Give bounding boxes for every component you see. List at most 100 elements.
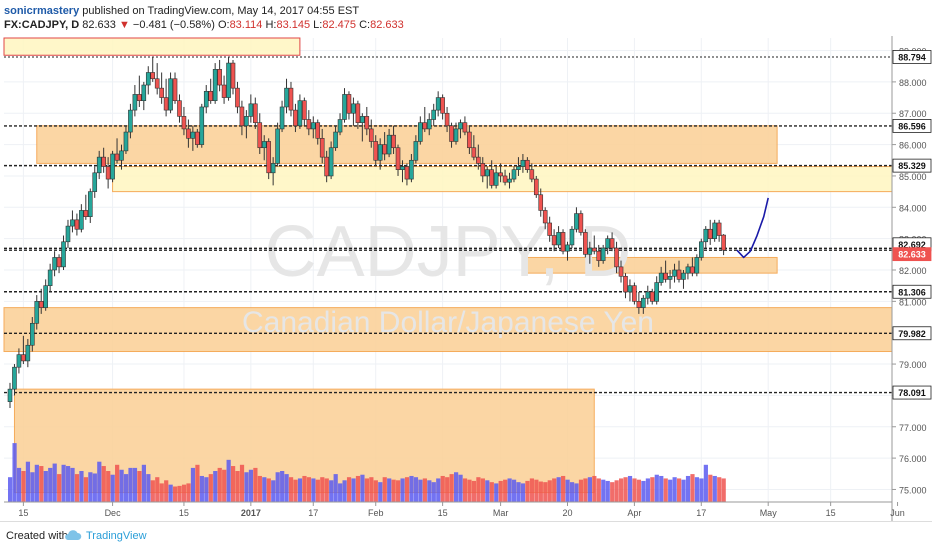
volume-bar: [485, 480, 490, 502]
price-label-text: 81.306: [898, 287, 926, 297]
candle-up: [400, 166, 405, 170]
candle-down: [623, 275, 628, 293]
candle-down: [444, 112, 450, 127]
price-tick-label: 76.000: [899, 454, 927, 464]
candle-down: [596, 250, 602, 261]
price-axis[interactable]: 75.00076.00077.00078.00079.00080.00081.0…: [891, 36, 932, 521]
volume-bar: [115, 464, 120, 502]
volume-bar: [373, 480, 378, 502]
price-chart[interactable]: CADJPY, D Canadian Dollar/Japanese Yen 7…: [0, 36, 932, 521]
candle-up: [658, 272, 664, 283]
candle-up: [645, 291, 651, 299]
candle-down: [480, 163, 486, 177]
tradingview-cloud-icon[interactable]: [64, 528, 82, 542]
volume-bar: [320, 477, 325, 502]
candle-up: [337, 119, 343, 133]
candle-down: [101, 156, 106, 167]
volume-bar: [699, 478, 704, 502]
candle-up: [123, 131, 129, 152]
volume-bar: [645, 478, 650, 502]
candle-up: [79, 210, 84, 230]
candle-down: [533, 178, 539, 196]
candle-down: [172, 78, 178, 102]
volume-bar: [708, 474, 713, 502]
price-label-text: 82.692: [898, 240, 926, 250]
time-axis[interactable]: 15Dec15201717Feb15Mar20Apr17May15Jun15: [4, 501, 932, 518]
candle-down: [649, 291, 655, 302]
candle-down: [382, 144, 387, 155]
candle-down: [74, 219, 80, 230]
volume-bar: [498, 480, 503, 502]
forecast-path: [736, 197, 769, 259]
volume-bar: [610, 482, 615, 502]
volume-bar: [543, 482, 548, 502]
candle-down: [560, 232, 566, 252]
volume-bar: [128, 467, 133, 502]
candle-down: [591, 247, 597, 252]
volume-bar: [141, 464, 146, 502]
candle-up: [569, 228, 575, 246]
candle-up: [654, 282, 660, 302]
candle-up: [574, 213, 579, 230]
created-with-label: Created with: [6, 530, 68, 542]
candle-down: [471, 147, 477, 158]
candle-down: [538, 194, 544, 211]
candle-up: [516, 166, 521, 170]
candle-down: [163, 97, 169, 111]
candle-up: [641, 297, 646, 308]
forecast-curve: [736, 197, 769, 259]
volume-bar: [534, 479, 539, 502]
volume-bar: [355, 475, 361, 502]
candle-up: [507, 178, 512, 183]
candle-down: [177, 100, 182, 117]
volume-bar: [382, 477, 387, 502]
candle-up: [511, 169, 517, 180]
volume-bar: [467, 479, 472, 502]
candle-down: [542, 210, 548, 224]
volume-bar: [12, 443, 17, 502]
candle-down: [239, 106, 245, 127]
price-tick-label: 82.000: [899, 266, 927, 276]
volume-bar: [556, 477, 561, 502]
volume-bar: [690, 474, 695, 502]
candle-down: [467, 131, 472, 149]
volume-bar: [311, 478, 316, 502]
volume-bar: [302, 475, 307, 502]
volume-bar: [431, 482, 436, 502]
candle-up: [342, 94, 347, 120]
volume-bar: [378, 482, 383, 502]
support-resistance-zone: [3, 307, 893, 353]
volume-bar: [574, 483, 579, 502]
candle-down: [609, 238, 615, 249]
candle-up: [453, 128, 459, 142]
price-label-box: [892, 326, 932, 341]
author-link[interactable]: sonicrmastery: [4, 5, 80, 17]
candle-down: [235, 87, 240, 108]
candle-up: [409, 159, 414, 180]
open-value: 83.114: [229, 19, 263, 31]
volume-bar: [445, 477, 450, 502]
tradingview-link[interactable]: TradingView: [86, 530, 147, 542]
volume-bar: [596, 478, 601, 502]
candle-up: [386, 134, 392, 155]
volume-bar: [650, 477, 655, 502]
candle-up: [168, 78, 173, 111]
volume-bar: [703, 464, 708, 502]
symbol-label[interactable]: FX:CADJPY, D: [4, 19, 80, 31]
volume-bar: [137, 471, 142, 502]
candle-down: [21, 354, 26, 362]
volume-bar: [177, 485, 182, 502]
volume-bar: [132, 467, 138, 502]
volume-bar: [529, 478, 535, 502]
time-tick-label: Mar: [493, 508, 509, 518]
close-label: C:: [359, 19, 371, 31]
high-value: 83.145: [276, 19, 311, 31]
volume-bar: [623, 477, 628, 502]
low-value: 82.475: [322, 19, 357, 31]
candle-down: [181, 116, 187, 130]
candle-up: [203, 90, 209, 108]
candle-down: [230, 62, 236, 89]
volume-bar: [511, 479, 517, 502]
volume-bar: [587, 477, 592, 502]
